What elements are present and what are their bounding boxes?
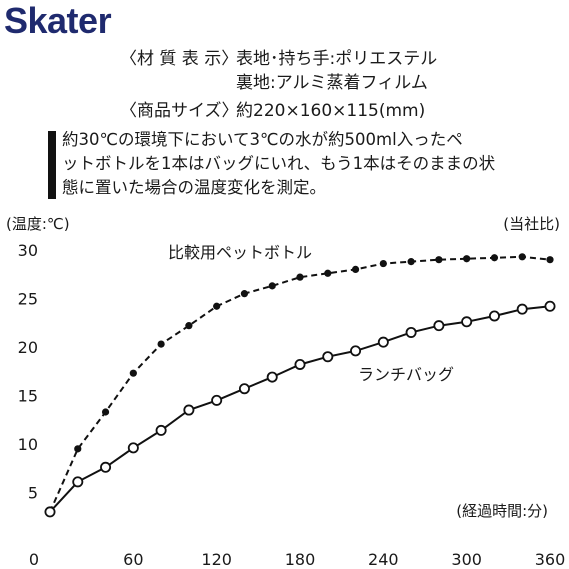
data-point bbox=[44, 506, 56, 518]
data-point bbox=[268, 282, 276, 290]
x-tick-labels: 0 60 120 180 240 300 360 bbox=[29, 550, 565, 569]
data-point bbox=[488, 310, 500, 322]
data-point bbox=[435, 256, 443, 264]
data-point bbox=[129, 369, 137, 377]
note-text: 約30℃の環境下において3℃の水が約500ml入ったペ ットボトルを1本はバッグ… bbox=[62, 128, 495, 200]
data-point bbox=[405, 326, 417, 338]
data-point bbox=[546, 256, 554, 264]
data-point bbox=[74, 445, 82, 453]
series-label-bottle: 比較用ペットボトル bbox=[168, 243, 312, 262]
y-tick-label: 30 bbox=[18, 241, 38, 260]
spec-material-label: 〈材 質 表 示〉 bbox=[120, 49, 239, 69]
brand-logo: Skater bbox=[4, 0, 112, 41]
corner-note: (当社比) bbox=[503, 215, 560, 233]
spec-size-value: 約220×160×115(mm) bbox=[236, 101, 426, 121]
data-point bbox=[185, 322, 193, 330]
data-point bbox=[155, 424, 167, 436]
data-point bbox=[433, 320, 445, 332]
data-point bbox=[407, 258, 415, 266]
data-point bbox=[183, 404, 195, 416]
data-point bbox=[296, 273, 304, 281]
data-point bbox=[211, 394, 223, 406]
data-point bbox=[72, 476, 84, 488]
series-line-0 bbox=[49, 255, 551, 513]
data-point bbox=[240, 290, 249, 298]
spec-material-line2: 裏地:アルミ蒸着フィルム bbox=[236, 73, 428, 93]
data-point bbox=[100, 461, 112, 473]
data-point bbox=[544, 300, 556, 312]
y-tick-label: 10 bbox=[18, 435, 38, 454]
data-point bbox=[324, 269, 332, 277]
data-point bbox=[379, 259, 387, 268]
note-accent-bar bbox=[48, 131, 56, 199]
data-point bbox=[266, 371, 278, 383]
y-tick-label: 5 bbox=[28, 484, 38, 503]
data-point bbox=[490, 254, 499, 262]
x-tick-label: 180 bbox=[285, 550, 316, 569]
data-point bbox=[350, 345, 362, 357]
data-point bbox=[377, 336, 389, 348]
y-tick-label: 25 bbox=[18, 290, 38, 309]
x-tick-label: 300 bbox=[451, 550, 482, 569]
spec-size-label: 〈商品サイズ〉 bbox=[120, 101, 239, 121]
data-point bbox=[351, 265, 360, 273]
data-point bbox=[516, 303, 528, 315]
note-line: 約30℃の環境下において3℃の水が約500ml入ったペ bbox=[62, 130, 463, 149]
note-line: ットボトルを1本はバッグにいれ、もう1本はそのままの状 bbox=[62, 154, 496, 173]
series-label-lunchbag: ランチバッグ bbox=[358, 365, 454, 384]
data-point bbox=[518, 253, 526, 261]
x-axis-label: (経過時間:分) bbox=[456, 502, 548, 520]
x-tick-label: 360 bbox=[535, 550, 566, 569]
note-line: 態に置いた場合の温度変化を測定。 bbox=[62, 178, 326, 197]
series-layer bbox=[44, 253, 556, 518]
y-axis-label: (温度:℃) bbox=[6, 215, 70, 233]
x-tick-label: 120 bbox=[201, 550, 232, 569]
data-point bbox=[238, 383, 250, 395]
y-tick-label: 20 bbox=[18, 338, 38, 357]
series-line-1 bbox=[49, 305, 551, 513]
data-point bbox=[461, 316, 473, 328]
y-tick-labels: 5 10 15 20 25 30 bbox=[18, 241, 38, 503]
spec-material-line1: 表地･持ち手:ポリエステル bbox=[236, 49, 438, 69]
data-point bbox=[463, 255, 471, 263]
y-tick-label: 15 bbox=[18, 387, 38, 406]
data-point bbox=[322, 351, 334, 363]
x-tick-label: 0 bbox=[29, 550, 39, 569]
data-point bbox=[127, 442, 139, 454]
data-point bbox=[213, 302, 221, 310]
data-point bbox=[101, 408, 110, 416]
data-point bbox=[157, 340, 165, 348]
x-tick-label: 60 bbox=[123, 550, 143, 569]
x-tick-label: 240 bbox=[368, 550, 399, 569]
data-point bbox=[294, 358, 306, 370]
